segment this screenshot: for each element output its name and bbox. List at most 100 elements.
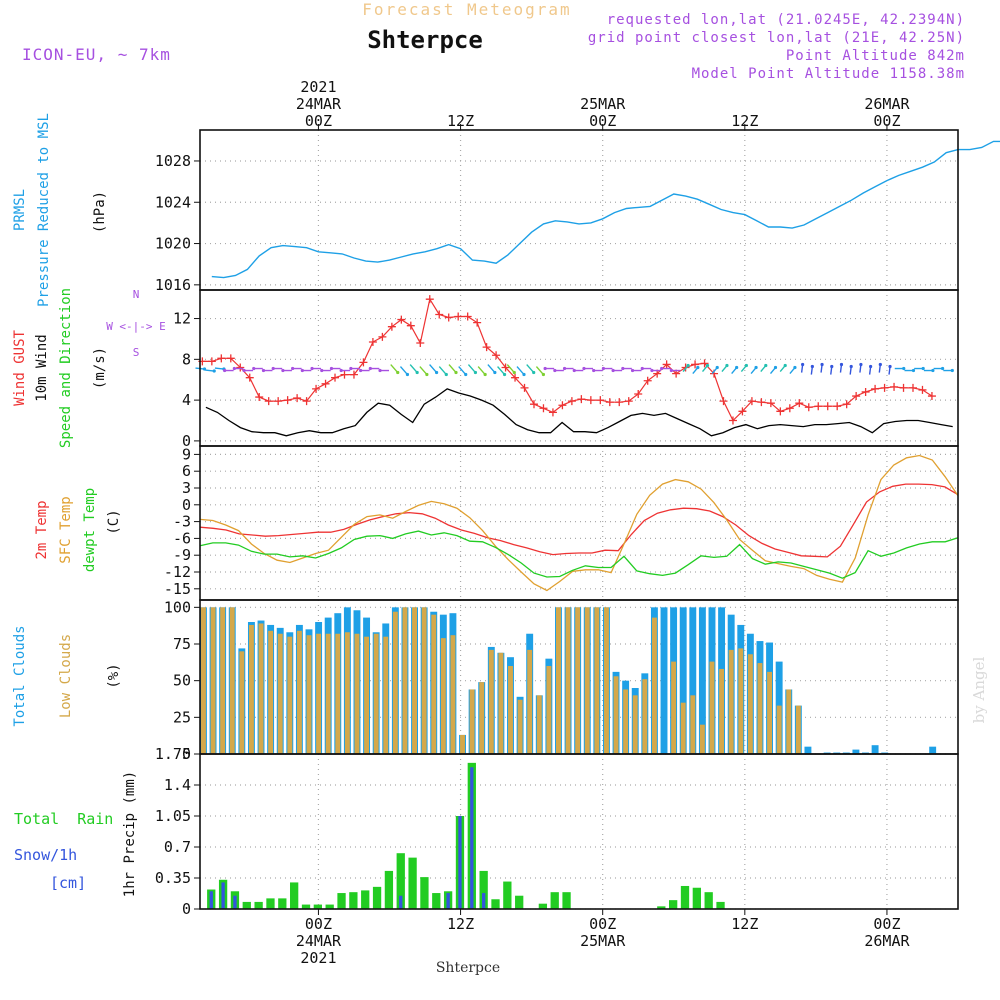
total-clouds-bar	[689, 607, 697, 754]
total-clouds-label: Total Clouds	[12, 625, 28, 726]
low-clouds-bar	[248, 624, 254, 754]
total-clouds-bar	[698, 607, 706, 754]
low-clouds-bar	[795, 705, 801, 754]
wind-direction-arrow-head	[300, 368, 304, 373]
y-tick-label: 1.05	[155, 807, 191, 825]
station-title: Shterpce	[367, 26, 483, 54]
low-clouds-bar	[651, 617, 657, 754]
wind-gust-marker	[283, 396, 292, 405]
low-clouds-bar	[325, 633, 331, 754]
rain-bar	[361, 890, 370, 909]
y-tick-label: 50	[173, 672, 191, 690]
requested-coords: requested lon,lat (21.0245E, 42.2394N)	[607, 12, 965, 28]
rain-bar	[657, 906, 666, 909]
wind-gust-marker	[312, 384, 321, 393]
wind-gust-marker	[511, 373, 520, 382]
wind-direction-arrow-head	[271, 366, 275, 371]
low-clouds-bar	[584, 607, 590, 754]
wind-direction-arrow-head	[223, 368, 227, 373]
y-tick-label: 1024	[155, 193, 191, 211]
wind-direction-arrow-head	[715, 365, 719, 370]
wind-gust-marker	[406, 321, 415, 330]
wind-gust-marker	[529, 400, 538, 409]
y-tick-label: 0.35	[155, 869, 191, 887]
y-tick-label: -15	[164, 580, 191, 598]
wind-gust-marker	[586, 396, 595, 405]
temp-2m-label: 2m Temp	[34, 500, 50, 559]
low-clouds-bar	[344, 632, 350, 754]
wind-gust-marker	[387, 322, 396, 331]
rain-bar	[301, 904, 311, 909]
wind-direction-arrow-head	[869, 364, 873, 369]
low-clouds-bar	[268, 630, 274, 754]
wind-gust-marker	[454, 312, 463, 321]
low-clouds-bar	[354, 633, 360, 754]
low-clouds-bar	[671, 661, 677, 754]
wind-direction-arrow-head	[859, 362, 863, 367]
wind-direction-arrow-head	[502, 372, 507, 377]
y-tick-label: 1020	[155, 235, 191, 253]
y-tick-label: 75	[173, 635, 191, 653]
wind-direction-arrow	[419, 366, 428, 375]
time-label-year: 2021	[300, 949, 336, 967]
wind-direction-arrow-head	[232, 366, 236, 371]
low-clouds-bar	[536, 695, 542, 754]
pressure-unit: (hPa)	[92, 191, 108, 233]
rain-bar	[325, 904, 334, 909]
low-clouds-bar	[613, 676, 619, 754]
low-clouds-bar	[556, 607, 561, 754]
wind-gust-marker	[852, 392, 861, 401]
low-clouds-bar	[383, 636, 389, 754]
snow-bar	[221, 882, 225, 909]
wind-direction-arrow-head	[849, 364, 853, 369]
pressure-panel-label: PRMSL Pressure Reduced to MSL (hPa)	[12, 113, 108, 307]
low-clouds-bar	[690, 695, 696, 754]
wind-direction-arrow	[526, 364, 535, 373]
y-tick-label: 3	[182, 479, 191, 497]
temp-sfc-line	[199, 454, 959, 592]
plot-panels: 101610201024102804812-15-12-9-6-30369025…	[155, 78, 1000, 967]
wind-direction-arrow-head	[640, 366, 644, 371]
low-clouds-bar	[527, 649, 533, 754]
time-label-year: 2021	[300, 78, 336, 96]
snow-bar	[446, 893, 450, 909]
wind-direction-arrow	[390, 364, 399, 373]
wind-gust-marker	[634, 390, 643, 398]
wind-direction-arrow-head	[754, 365, 758, 370]
wind-gust-marker	[302, 397, 311, 406]
wind-direction-arrow-head	[705, 363, 710, 368]
wind-direction-arrow	[399, 366, 408, 375]
wind-gust-marker	[245, 373, 254, 382]
low-clouds-bar	[450, 635, 456, 754]
time-label-date: 25MAR	[580, 932, 626, 950]
low-clouds-bar	[421, 607, 427, 754]
wind-direction-arrow-head	[242, 368, 246, 373]
time-label-hour: 00Z	[305, 915, 332, 933]
y-tick-label: 9	[182, 445, 191, 463]
low-clouds-bar	[277, 633, 283, 754]
wind-direction-arrow-head	[810, 364, 814, 369]
time-label-hour: 12Z	[447, 915, 474, 933]
wind-compass-s: S	[133, 346, 140, 359]
low-clouds-bar	[594, 607, 600, 754]
wind-direction-arrow-head	[320, 368, 324, 373]
rain-bar	[704, 892, 713, 909]
wind-gust-marker	[899, 383, 908, 392]
wind-direction-arrow-head	[744, 363, 748, 368]
wind-gust-marker	[226, 354, 235, 363]
wind-gust-marker	[747, 397, 756, 406]
y-tick-label: 100	[164, 598, 191, 616]
wind-gust-marker	[293, 394, 302, 403]
wind-direction-arrow-head	[425, 372, 429, 377]
wind-direction-arrow-head	[611, 368, 615, 373]
wind-gust-marker	[368, 338, 377, 346]
wind-direction-arrow-head	[839, 362, 844, 367]
wind-gust-marker	[321, 379, 330, 388]
wind-gust-marker	[615, 398, 624, 407]
rain-bar	[242, 901, 251, 909]
low-clouds-bar	[220, 607, 226, 754]
low-clouds-bar	[201, 607, 206, 754]
low-clouds-bar	[776, 705, 782, 754]
wind-gust-line	[202, 297, 933, 422]
wind-panel-label: Wind GUST 10m Wind Speed and Direction (…	[12, 288, 166, 448]
